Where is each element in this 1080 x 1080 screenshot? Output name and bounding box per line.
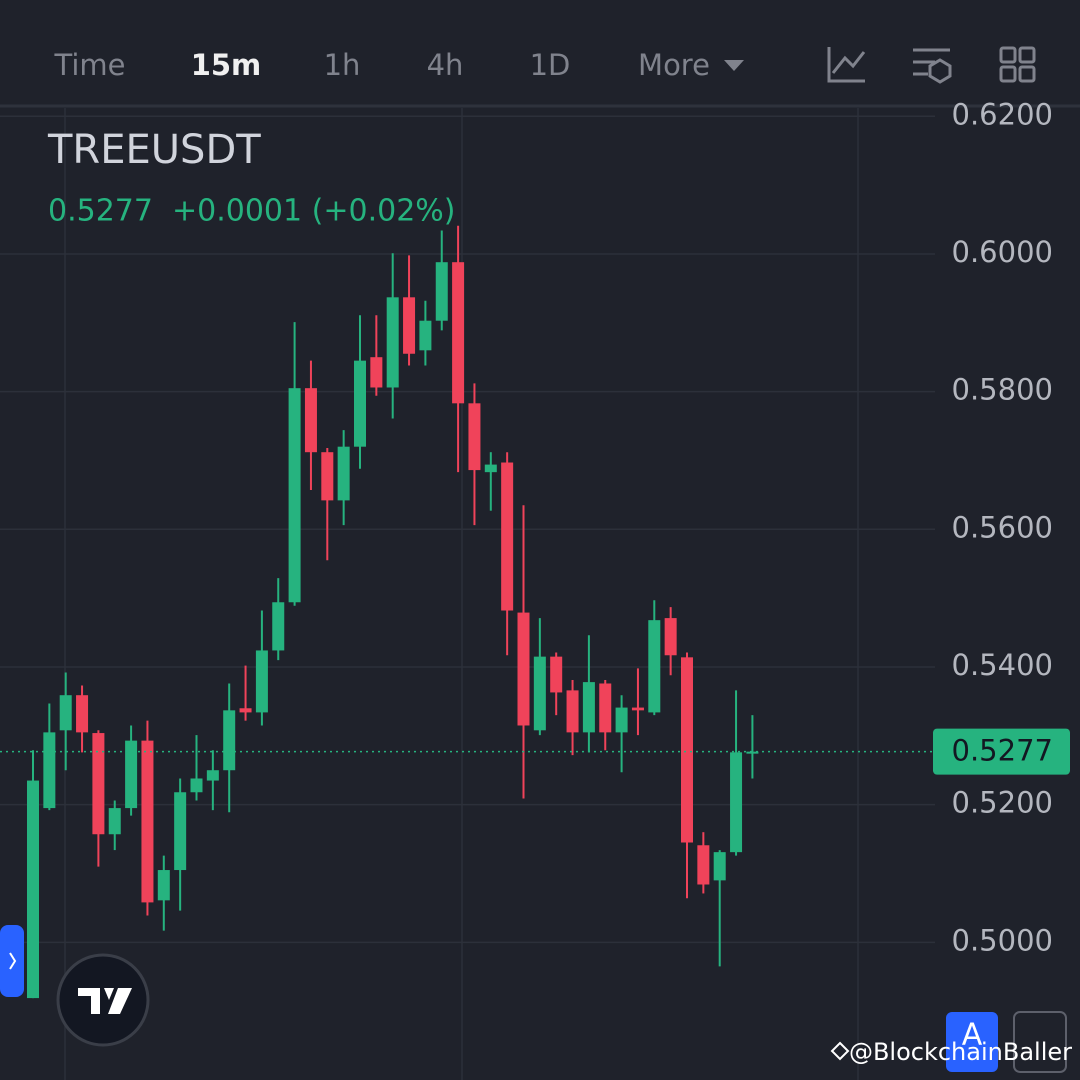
candle-body — [582, 682, 595, 733]
candle-body — [92, 733, 105, 835]
candle-body — [501, 462, 514, 611]
candle-body — [108, 808, 121, 835]
candle-body — [713, 852, 726, 881]
y-tick-label: 0.5800 — [952, 373, 1053, 407]
candle-body — [370, 357, 383, 388]
candle-body — [599, 683, 612, 733]
tab[interactable]: 1h — [324, 48, 361, 82]
candle-body — [664, 618, 677, 656]
candle-body — [239, 708, 252, 713]
candle-body — [304, 388, 317, 453]
candle-body — [76, 695, 89, 733]
tabs: Time 15m 1h 4h 1D More — [54, 48, 710, 82]
side-tab[interactable] — [0, 925, 24, 997]
candle-body — [697, 845, 710, 885]
y-tick-label: 0.5400 — [952, 648, 1053, 682]
candle-body — [419, 320, 432, 351]
candle-body — [566, 690, 579, 733]
candle-body — [452, 262, 465, 404]
watermark-icon — [830, 1041, 850, 1061]
symbol: TREEUSDT — [47, 127, 261, 173]
watermark: @BlockchainBaller — [849, 1038, 1072, 1066]
candle-body — [533, 656, 546, 731]
candle-body — [206, 770, 219, 781]
candle-body — [337, 446, 350, 501]
y-tick-label: 0.5600 — [952, 510, 1053, 544]
candle-body — [730, 752, 743, 853]
logo-mark — [78, 988, 132, 1014]
tab[interactable]: More — [638, 48, 710, 82]
candle-body — [681, 657, 693, 843]
candle-body — [403, 297, 416, 354]
toolbar — [0, 0, 1080, 105]
candle-body — [223, 710, 236, 771]
candle-body — [550, 656, 563, 693]
price-tag — [933, 728, 1070, 775]
candle-body — [141, 740, 154, 903]
y-tick-label: 0.5000 — [952, 923, 1053, 957]
candle-body — [125, 740, 138, 809]
candle-body — [746, 751, 759, 754]
settings-icon[interactable] — [913, 48, 952, 84]
candle-body — [517, 612, 530, 726]
candle-body — [468, 403, 481, 471]
candle-body — [174, 792, 187, 871]
y-tick-label: 0.5200 — [952, 786, 1053, 820]
plot — [0, 115, 935, 999]
candle-body — [157, 870, 170, 901]
toolbar-icons — [827, 46, 1036, 84]
candle-body — [255, 650, 268, 713]
layout-icon[interactable] — [999, 46, 1017, 64]
candle-body — [43, 732, 56, 809]
candle-body — [648, 620, 661, 713]
candle-body — [27, 780, 39, 999]
last-price: 0.5277 — [48, 194, 153, 229]
candle-body — [190, 778, 203, 793]
tab[interactable]: Time — [54, 48, 126, 82]
candle-body — [321, 452, 334, 501]
y-tick-label: 0.6000 — [952, 235, 1053, 269]
side-tab-arrow — [9, 952, 17, 970]
tab[interactable]: 15m — [191, 48, 262, 82]
price-change: +0.0001 (+0.02%) — [172, 194, 456, 229]
y-tick-label: 0.6200 — [952, 97, 1053, 131]
layout-icon — [1018, 46, 1036, 64]
more-arrow[interactable] — [724, 60, 744, 71]
log-button[interactable] — [1013, 1011, 1067, 1073]
tab[interactable]: 4h — [427, 48, 464, 82]
candle-body — [272, 602, 285, 651]
auto-button-label: A — [962, 1018, 983, 1053]
candle-body — [631, 707, 644, 711]
layout-icon — [1018, 65, 1036, 83]
tab[interactable]: 1D — [530, 48, 571, 82]
candle-body — [435, 262, 448, 321]
candle-body — [288, 388, 301, 603]
candle-body — [354, 360, 366, 447]
logo — [56, 953, 150, 1047]
candle-body — [386, 297, 399, 388]
candle-body — [615, 707, 628, 733]
price-tag-label: 0.5277 — [952, 734, 1053, 768]
auto-button[interactable] — [946, 1012, 998, 1072]
candle-body — [59, 695, 72, 731]
candle-body — [484, 464, 497, 473]
indicator-icon[interactable] — [827, 47, 866, 83]
layout-icon — [999, 65, 1017, 83]
